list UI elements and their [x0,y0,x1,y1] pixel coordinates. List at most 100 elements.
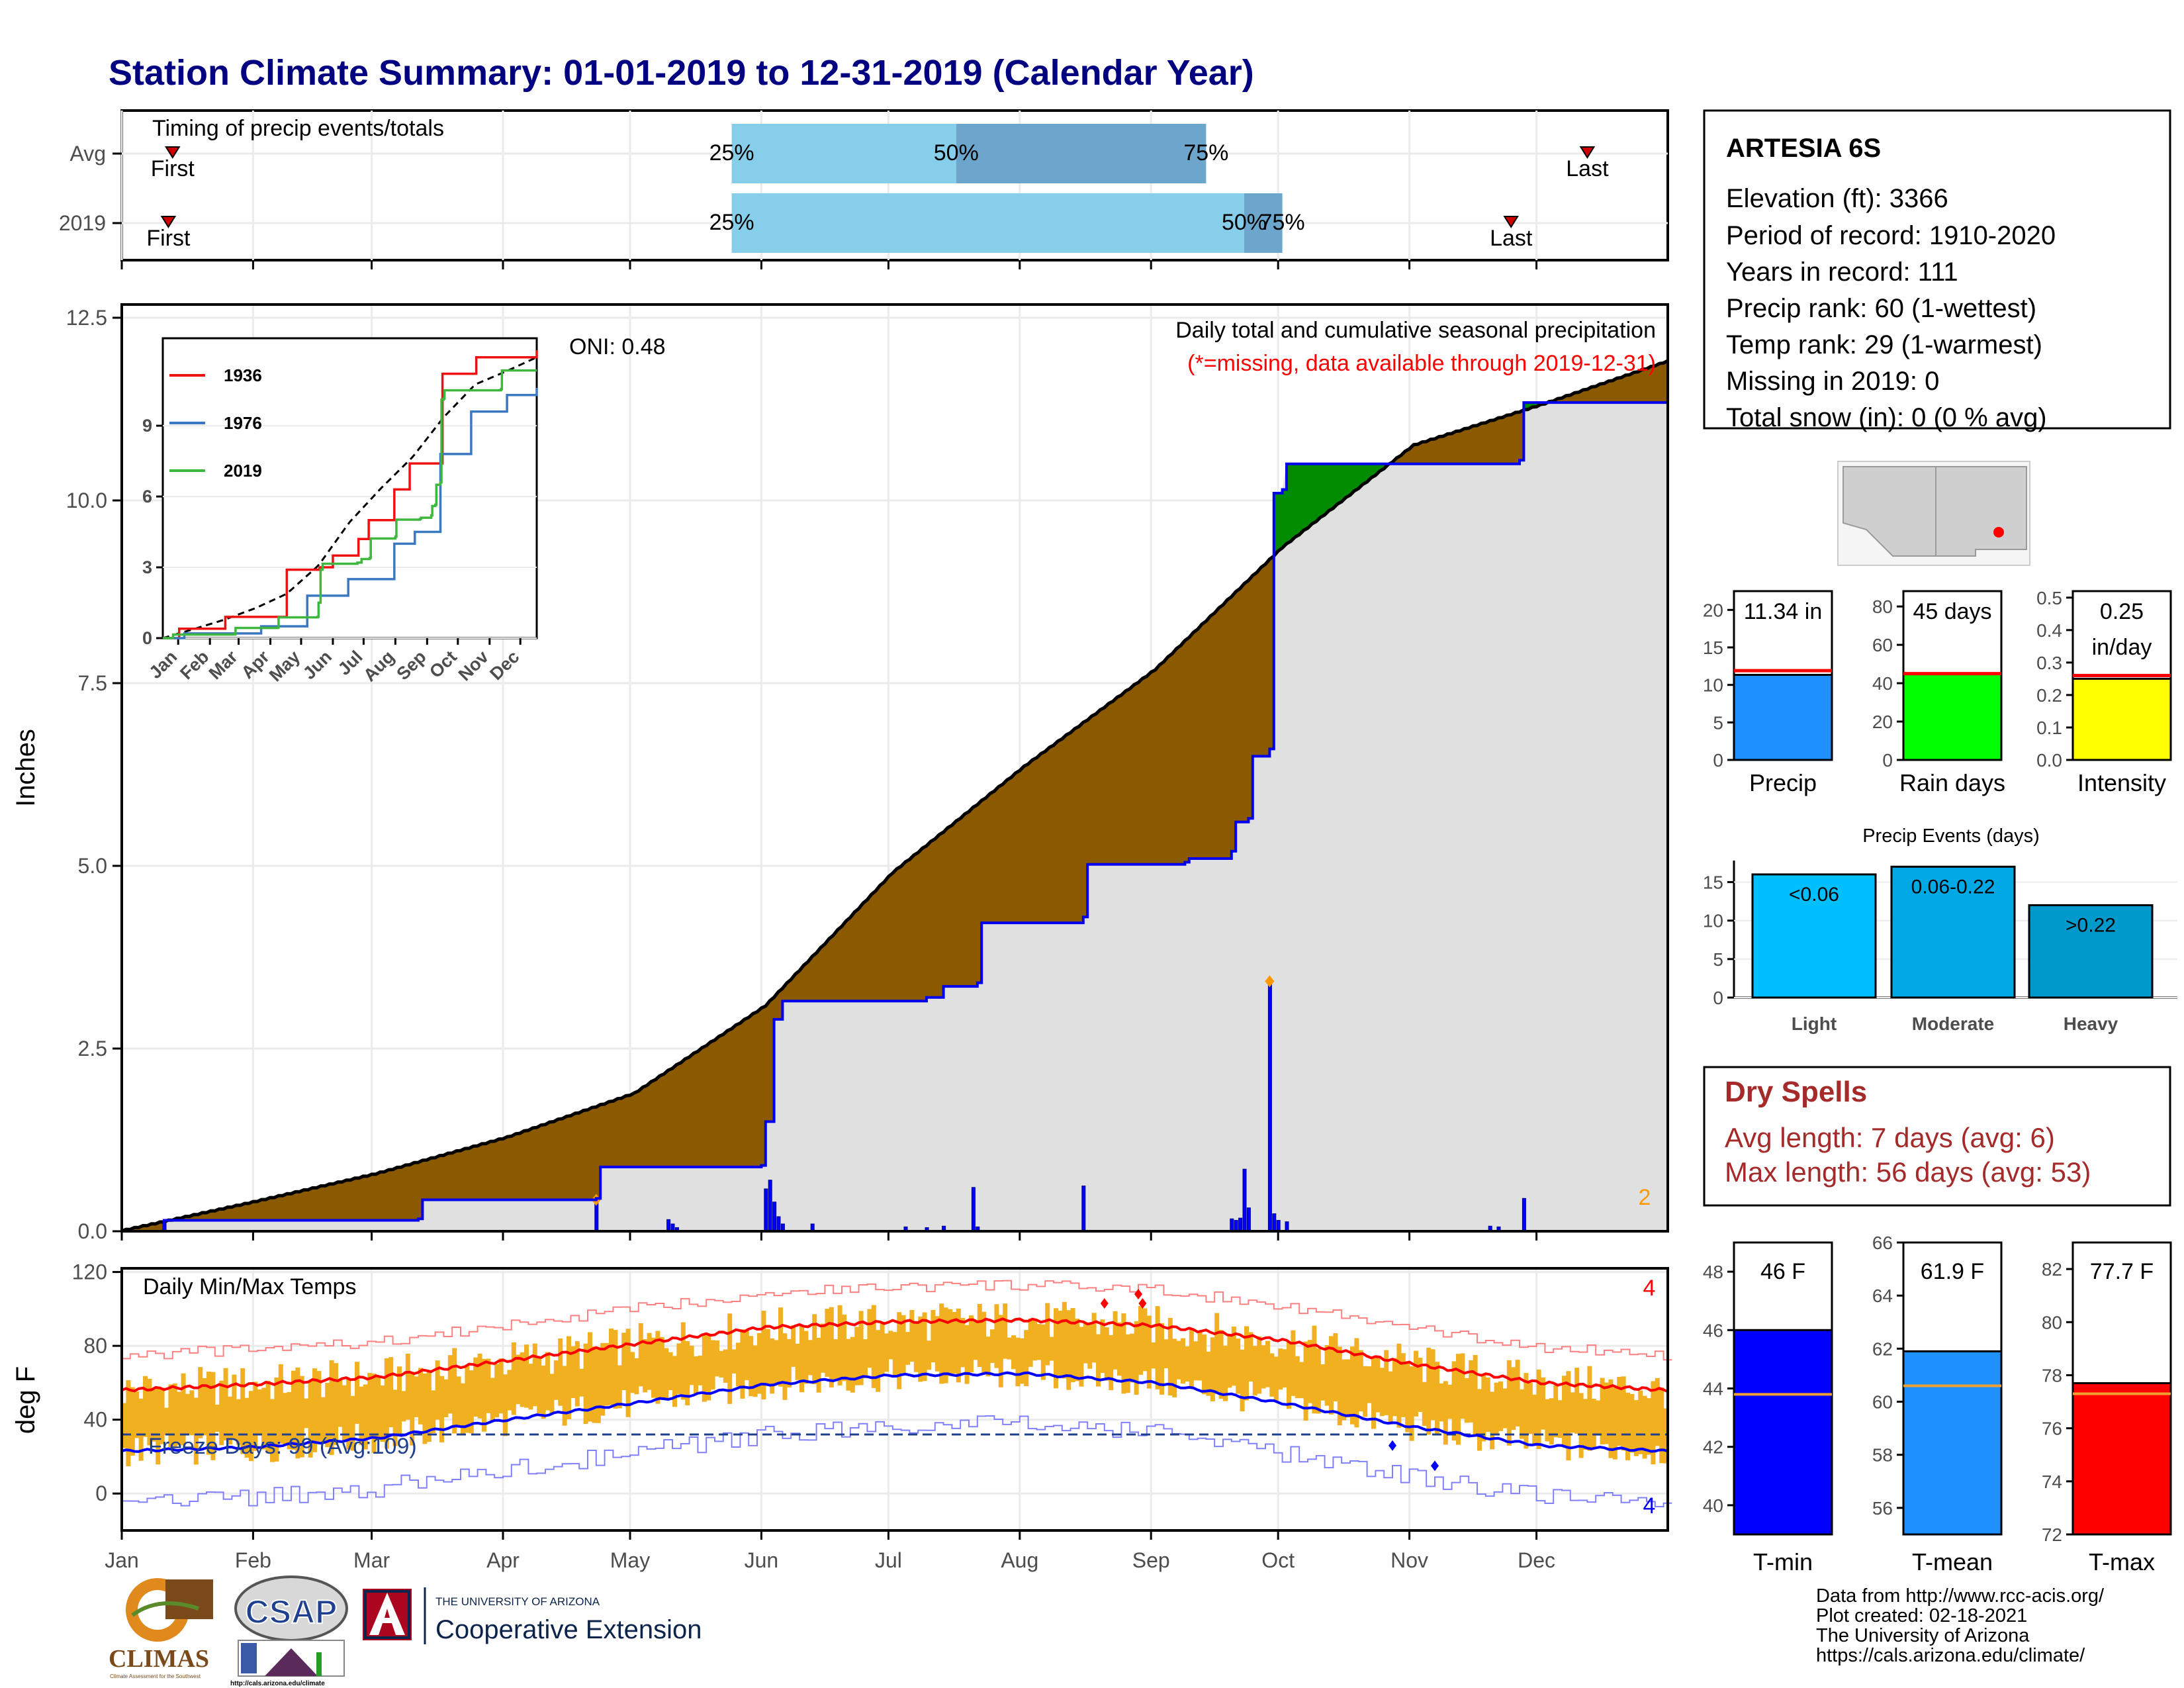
inset-legend-label: 1976 [224,413,262,433]
departure-area [1608,380,1614,403]
daily-temp-range [723,1349,728,1383]
daily-temp-range [164,1407,169,1436]
temp-bar-tick-label: 80 [2042,1312,2062,1333]
daily-temp-range [507,1370,512,1411]
month-label: Feb [235,1548,271,1572]
timing-bar-50-75 [956,124,1206,183]
departure-area [401,1165,406,1221]
daily-temp-range [469,1370,474,1434]
timing-marker-label: First [146,226,191,251]
departure-area [528,1128,533,1200]
axis-tick-label: 2.5 [78,1037,107,1060]
daily-temp-range [1354,1338,1359,1428]
daily-temp-range [922,1312,927,1382]
departure-area [435,1156,440,1200]
daily-temp-range [1345,1359,1351,1418]
station-line-1: Period of record: 1910-2020 [1726,221,2056,250]
daily-precip-bar [1230,1218,1234,1232]
departure-area [748,1014,753,1168]
summary-bar-tick-label: 10 [1703,675,1723,696]
ua-top-text: THE UNIVERSITY OF ARIZONA [435,1595,600,1608]
daily-temp-range [1024,1330,1029,1387]
daily-temp-range [1054,1308,1058,1389]
daily-temp-range [168,1384,173,1448]
daily-temp-range [680,1322,686,1400]
daily-temp-range [376,1376,381,1438]
departure-area [968,808,974,987]
month-label: Apr [486,1548,520,1572]
daily-temp-range [355,1362,359,1424]
daily-temp-range [1596,1400,1601,1436]
daily-temp-range [782,1333,788,1400]
station-location-marker [1993,527,2004,538]
departure-area [1295,463,1300,539]
departure-area [880,881,885,1002]
axis-tick-label: 7.5 [78,671,107,695]
daily-temp-range [583,1343,588,1425]
daily-temp-range [719,1350,724,1378]
daily-temp-range [964,1325,970,1384]
daily-temp-range [977,1303,982,1368]
departure-area [299,1190,304,1221]
departure-area [1146,673,1152,865]
station-line-4: Temp rank: 29 (1-warmest) [1726,330,2042,359]
departure-area [825,939,830,1002]
departure-area [913,852,919,1002]
daily-temp-range [799,1325,804,1393]
departure-area [1231,592,1236,852]
daily-temp-range [541,1365,546,1419]
daily-temp-range [1485,1377,1490,1432]
departure-area [1464,428,1469,465]
ua-bottom-text: Cooperative Extension [435,1615,702,1644]
daily-temp-range [334,1363,338,1446]
precip-events-title: Precip Events (days) [1862,825,2040,847]
departure-area [1095,710,1101,865]
timing-bar-25-50 [731,193,1244,253]
departure-area [1185,637,1190,863]
departure-area [1498,417,1503,465]
csap-logo[interactable]: CSAP http://cals.arizona.edu/climate [230,1575,348,1687]
departure-area [257,1200,262,1221]
departure-area [1159,661,1164,865]
daily-temp-range [359,1386,364,1445]
departure-area [1426,440,1432,465]
daily-temp-range [1096,1334,1101,1387]
departure-area [1265,559,1270,757]
departure-area [1062,735,1067,923]
daily-temp-range [1469,1360,1474,1423]
timing-row-2019-label: 2019 [59,211,106,235]
event-bar-label: 0.06-0.22 [1911,876,1995,898]
daily-temp-range [939,1303,944,1384]
daily-temp-range [829,1307,834,1387]
daily-precip-bar [772,1201,777,1232]
climas-logo[interactable]: CLIMAS Climate Assessment for the Southw… [109,1578,213,1679]
daily-temp-range [1058,1310,1063,1376]
departure-area [287,1193,292,1221]
timing-marker [1579,146,1596,159]
observed-area [122,402,1668,1232]
daily-temp-range [1142,1308,1148,1372]
temp-panel: 0 40 80 120 deg F Daily Min/Max Temps Freez… [11,1260,1672,1540]
departure-area [1091,713,1097,865]
departure-area [1150,669,1156,865]
daily-temp-range [1418,1358,1423,1412]
departure-area [1443,434,1448,465]
summary-bar-value-label: 11.34 in [1744,599,1822,624]
daily-temp-range [1316,1348,1321,1414]
departure-area [989,790,995,923]
daily-temp-range [1379,1368,1385,1417]
departure-area [1079,722,1084,923]
daily-temp-range [447,1355,453,1414]
credit-line-3: https://cals.arizona.edu/climate/ [1816,1645,2085,1666]
daily-temp-range [1202,1334,1206,1395]
departure-area [574,1112,580,1200]
departure-area [1625,374,1630,403]
departure-area [1621,375,1626,403]
daily-temp-range [689,1345,694,1385]
daily-temp-range [1295,1356,1300,1399]
daily-temp-range [1655,1378,1660,1446]
departure-area [1291,463,1296,542]
daily-temp-range [1527,1382,1533,1434]
temp-bar-tick-label: 74 [2042,1472,2062,1492]
university-of-arizona-logo[interactable]: THE UNIVERSITY OF ARIZONA Cooperative Ex… [363,1587,702,1644]
